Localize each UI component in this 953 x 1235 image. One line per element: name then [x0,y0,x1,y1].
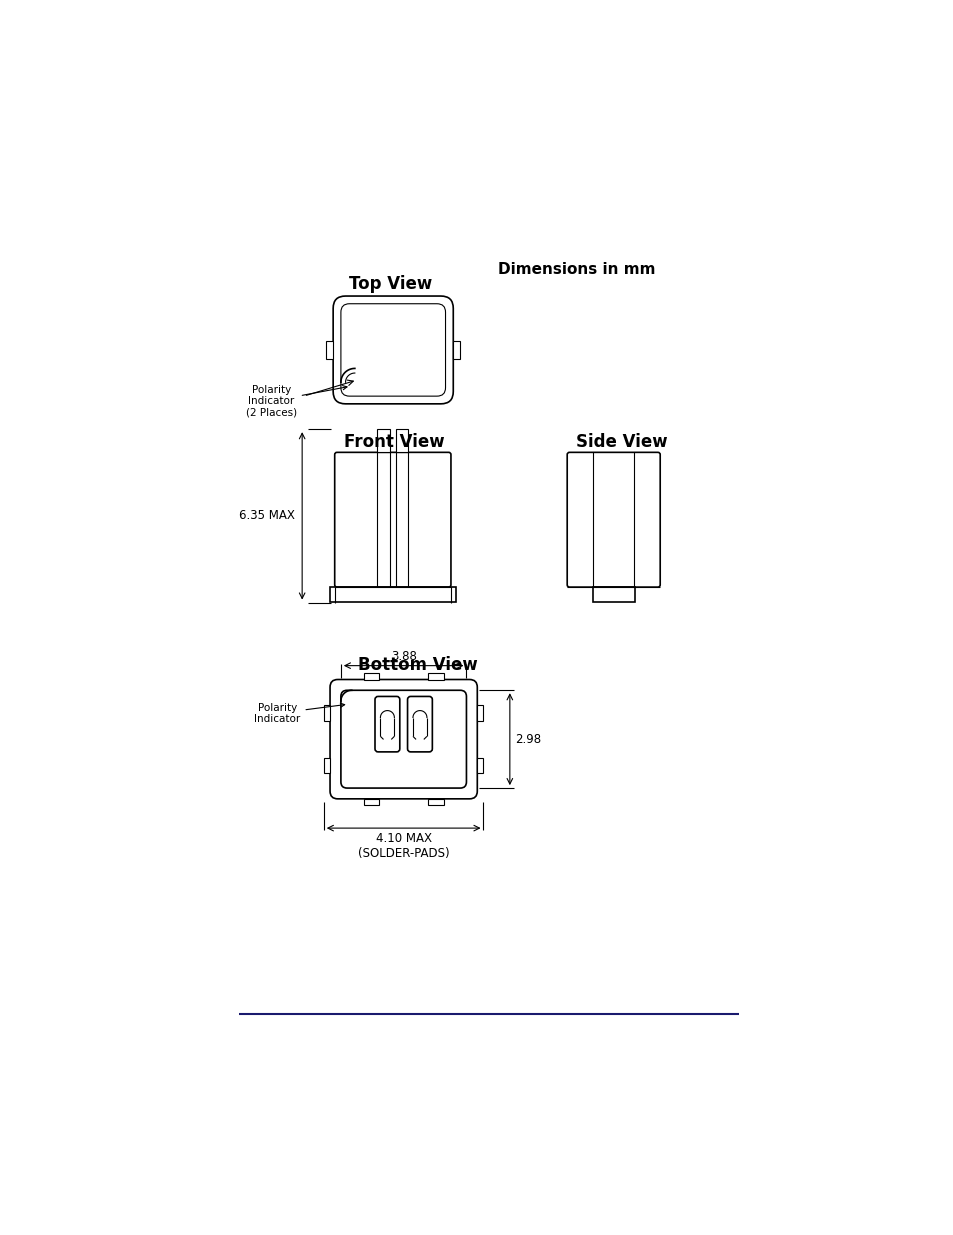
Bar [476,758,483,773]
Text: Dimensions in mm: Dimensions in mm [497,262,655,277]
Text: 6.35 MAX: 6.35 MAX [238,509,294,522]
Bar [476,705,483,720]
Bar [428,673,443,679]
Text: Bottom View: Bottom View [357,656,477,674]
Bar [592,587,634,603]
Bar [363,799,378,805]
Text: Polarity
Indicator: Polarity Indicator [253,703,344,724]
FancyBboxPatch shape [407,697,432,752]
FancyBboxPatch shape [567,452,659,587]
Text: Front View: Front View [344,433,444,451]
Bar [323,758,330,773]
FancyBboxPatch shape [335,452,451,587]
FancyBboxPatch shape [333,296,453,404]
Text: 3.88: 3.88 [391,651,416,663]
Text: 4.10 MAX
(SOLDER-PADS): 4.10 MAX (SOLDER-PADS) [357,832,449,860]
FancyBboxPatch shape [330,679,476,799]
Text: 2.98: 2.98 [515,732,541,746]
FancyBboxPatch shape [340,304,445,396]
FancyBboxPatch shape [340,690,466,788]
Text: Polarity
Indicator
(2 Places): Polarity Indicator (2 Places) [245,384,347,417]
Bar [326,341,333,359]
Bar [453,341,459,359]
FancyBboxPatch shape [375,697,399,752]
Bar [377,430,390,452]
Bar [323,705,330,720]
Text: Top View: Top View [349,275,432,293]
Bar [428,799,443,805]
Bar [330,587,456,603]
Bar [363,673,378,679]
Bar [395,430,408,452]
Text: Side View: Side View [575,433,666,451]
